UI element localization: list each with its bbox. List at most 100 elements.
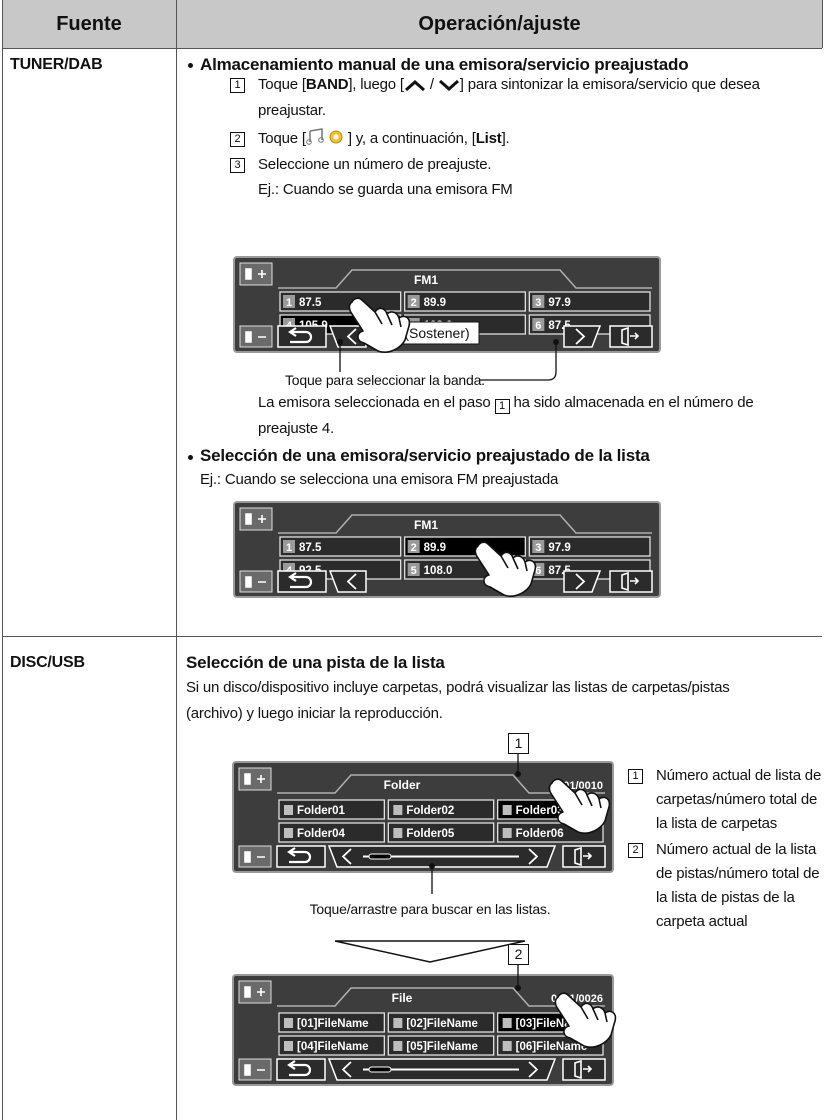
item-icon (502, 1018, 512, 1028)
item-icon (502, 828, 512, 838)
list-cell (278, 799, 385, 820)
tab-outline (277, 774, 605, 794)
back-button (276, 1058, 326, 1081)
tab-outline (278, 514, 652, 534)
button-icon (245, 576, 266, 588)
back-button (277, 325, 327, 348)
cell-label: 89.9 (424, 542, 446, 554)
graphic (318, 137, 324, 143)
text: ], luego [ (348, 76, 404, 93)
item-icon (393, 805, 403, 815)
step-number: 1 (230, 78, 245, 93)
note-number: 2 (628, 843, 643, 858)
button-name: List (475, 130, 502, 147)
cell-label: [02]FileName (406, 1018, 478, 1030)
exit-icon (621, 571, 640, 592)
hand (474, 541, 537, 597)
note: 1 Número actual de lista de carpetas/núme… (628, 764, 822, 836)
callout-number: 1 (508, 733, 529, 754)
number-box (407, 295, 420, 308)
step: 3 Seleccione un número de preajuste. (230, 152, 780, 178)
graphic (333, 134, 339, 140)
note-text: Número actual de la lista de pistas/núme… (656, 841, 820, 930)
back-icon (287, 847, 312, 864)
next-icon (575, 328, 586, 345)
graphic (438, 79, 459, 92)
button-icon (245, 331, 266, 343)
next-button (563, 325, 602, 348)
callout-note: Toque/arrastre para buscar en las listas… (309, 901, 551, 917)
back-button (276, 845, 326, 868)
button-icon (244, 1064, 265, 1076)
hand (348, 297, 411, 353)
step-text: Seleccione un número de preajuste. (258, 156, 492, 173)
cell-label: Folder05 (406, 828, 455, 840)
tab-label: Folder (384, 778, 421, 792)
list-cell (278, 822, 385, 843)
tab-outline (278, 269, 652, 289)
cell-number: 3 (535, 297, 541, 309)
list-cell (404, 291, 526, 312)
tab-label: FM1 (414, 518, 438, 532)
next-icon (528, 848, 539, 865)
text: ] para sintonizar la emisora/servicio qu… (258, 76, 760, 119)
notes: 1 Número actual de lista de carpetas/núme… (628, 764, 822, 936)
back-button (277, 570, 327, 593)
cell-label: Folder03 (516, 805, 564, 817)
step-number: 3 (230, 158, 245, 173)
bullet (188, 63, 193, 68)
list-cell (278, 1012, 385, 1033)
exit-icon (621, 326, 640, 347)
cell-number: 2 (411, 542, 417, 554)
step: 1 Toque [BAND], luego [ / ] para sintoni… (230, 72, 780, 124)
text: La emisora seleccionada en el paso (258, 394, 495, 411)
button (238, 980, 272, 1004)
button (239, 262, 273, 286)
button-icon (245, 268, 266, 280)
item-icon (284, 1018, 293, 1028)
section-title: Almacenamiento manual de una emisora/ser… (200, 55, 689, 74)
hold-label: (Sostener) (404, 325, 469, 341)
number-box (407, 540, 420, 553)
leader-dot (337, 339, 343, 345)
list-cell (387, 822, 495, 843)
next-icon (575, 573, 586, 590)
cell-number: 1 (286, 297, 292, 309)
cell-label: [04]FileName (297, 1041, 369, 1053)
item-icon (284, 828, 293, 838)
text: / (425, 76, 438, 93)
next-icon (528, 1061, 539, 1078)
cell-number: 2 (411, 297, 417, 309)
text: ha sido almacenada en el número de preaj… (258, 394, 754, 437)
header-background (2, 0, 822, 48)
prev-icon (341, 1061, 352, 1078)
step-number: 1 (494, 399, 510, 414)
callout-number: 2 (508, 944, 529, 965)
cell-label: Folder01 (297, 805, 346, 817)
button-icon (245, 513, 266, 525)
list-cell (387, 1035, 495, 1056)
note: 2 Número actual de la lista de pistas/núm… (628, 838, 822, 934)
cell-label: 89.9 (424, 297, 446, 309)
exit-icon (574, 846, 593, 867)
leader-dot (429, 863, 435, 869)
cell-label: [05]FileName (406, 1041, 478, 1053)
down-arrow (334, 940, 526, 963)
number-box (532, 540, 545, 553)
cell-label: Folder06 (516, 828, 564, 840)
cell-label: 97.9 (548, 297, 570, 309)
text: Toque [ (258, 76, 306, 93)
paragraph: Si un disco/dispositivo incluye carpetas… (186, 679, 730, 722)
list-cell (278, 1035, 385, 1056)
leader-dot (553, 339, 559, 345)
list-cell (528, 536, 651, 557)
back-icon (288, 327, 313, 344)
button-name: BAND (305, 76, 349, 93)
step-text: Toque [] y, a continuación, [List]. (258, 126, 510, 152)
callout-note: Toque para seleccionar la banda. (285, 372, 485, 388)
next-button (563, 570, 602, 593)
